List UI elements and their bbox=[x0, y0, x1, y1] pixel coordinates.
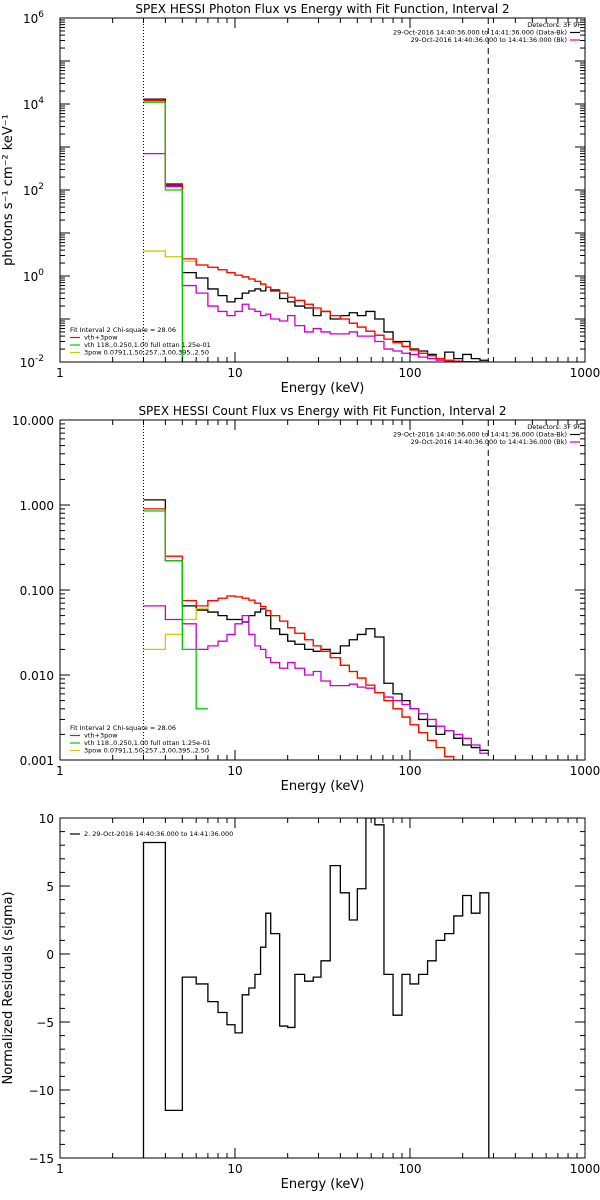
y-tick-label: 102 bbox=[23, 182, 44, 198]
x-tick-label: 100 bbox=[399, 1162, 422, 1176]
series-line-0 bbox=[143, 98, 489, 361]
y-tick-label: −15 bbox=[29, 1152, 54, 1166]
y-tick-base: 10 bbox=[20, 356, 35, 370]
series-line-0 bbox=[143, 499, 489, 751]
y-axis-ticks bbox=[60, 423, 585, 761]
x-tick-label: 1 bbox=[56, 764, 64, 778]
x-tick-label: 1000 bbox=[570, 366, 600, 380]
y-tick-base: 10 bbox=[23, 98, 38, 112]
y-tick-exponent: 0 bbox=[38, 268, 44, 278]
legend-text: vth+3pow bbox=[84, 334, 118, 342]
legend-top-left: 2. 29-Oct-2016 14:40:36.000 to 14:41:36.… bbox=[70, 830, 233, 838]
x-tick-label: 10 bbox=[227, 764, 242, 778]
series-group bbox=[143, 499, 489, 760]
y-tick-label: 10-2 bbox=[20, 354, 44, 370]
y-tick-label: −10 bbox=[29, 1084, 54, 1098]
legend-text: 3pow 0.0791,1.50,257.,3.00,395.,2.50 bbox=[84, 747, 209, 755]
y-tick-base: 10 bbox=[23, 184, 38, 198]
y-tick-label: −5 bbox=[36, 1016, 54, 1030]
y-tick-label: 5 bbox=[46, 880, 54, 894]
photon-flux-panel: SPEX HESSI Photon Flux vs Energy with Fi… bbox=[1, 2, 600, 396]
y-tick-label: 100 bbox=[23, 268, 44, 284]
y-tick-label: 10.000 bbox=[12, 414, 54, 428]
chart-title: SPEX HESSI Photon Flux vs Energy with Fi… bbox=[135, 2, 509, 16]
legend-text: Fit Interval 2 Chi-square = 28.06 bbox=[70, 724, 176, 732]
legend-text: vth 118.,0.250,1.00 full ottan 1.25e-01 bbox=[84, 341, 211, 349]
x-tick-label: 100 bbox=[399, 366, 422, 380]
count-flux-panel: SPEX HESSI Count Flux vs Energy with Fit… bbox=[12, 404, 600, 794]
legend-text: 3pow 0.0791,1.50,257.,3.00,395.,2.50 bbox=[84, 349, 209, 357]
plot-frame bbox=[59, 17, 586, 363]
series-line-1 bbox=[143, 605, 489, 754]
plot-frame bbox=[59, 817, 586, 1159]
x-tick-label: 1 bbox=[56, 1162, 64, 1176]
series-line-4 bbox=[143, 101, 208, 362]
y-tick-exponent: 4 bbox=[38, 96, 44, 106]
legend-text: 2. 29-Oct-2016 14:40:36.000 to 14:41:36.… bbox=[84, 830, 233, 838]
legend-bottom-left: Fit Interval 2 Chi-square = 28.06vth+3po… bbox=[70, 724, 211, 755]
x-tick-label: 10 bbox=[227, 366, 242, 380]
residuals-panel: 1 10 100 1000 Energy (keV) −15 −10 −5 0 5 10 Normal… bbox=[1, 812, 600, 1192]
series-group bbox=[142, 818, 490, 1158]
x-axis-ticks bbox=[59, 818, 578, 1158]
series-line-0 bbox=[142, 818, 490, 1158]
y-tick-label: 0 bbox=[46, 948, 54, 962]
series-line-2 bbox=[143, 595, 489, 760]
y-tick-label: 10 bbox=[39, 812, 54, 826]
chart-title: SPEX HESSI Count Flux vs Energy with Fit… bbox=[138, 404, 506, 418]
y-tick-exponent: 2 bbox=[38, 182, 44, 192]
x-tick-label: 100 bbox=[399, 764, 422, 778]
x-axis-label: Energy (keV) bbox=[281, 1177, 365, 1192]
x-tick-label: 1000 bbox=[570, 764, 600, 778]
y-axis-ticks bbox=[60, 19, 585, 363]
x-axis-label: Energy (keV) bbox=[281, 779, 365, 794]
legend-text: 29-Oct-2016 14:40:36.000 to 14:41:36.000… bbox=[411, 36, 567, 44]
y-tick-exponent: -2 bbox=[35, 354, 44, 364]
y-tick-base: 10 bbox=[23, 270, 38, 284]
y-axis-label: photons s⁻¹ cm⁻² keV⁻¹ bbox=[1, 114, 16, 266]
y-tick-label: 1.000 bbox=[20, 499, 54, 513]
y-tick-base: 10 bbox=[23, 12, 38, 26]
y-axis-ticks bbox=[60, 817, 585, 1159]
x-axis-ticks bbox=[59, 18, 578, 362]
legend-text: vth+3pow bbox=[84, 732, 118, 740]
x-axis-ticks bbox=[59, 420, 578, 760]
x-tick-label: 1 bbox=[56, 366, 64, 380]
legend-text: Detectors: 3F 9F bbox=[527, 21, 581, 29]
series-line-4 bbox=[143, 510, 208, 710]
plot-frame bbox=[59, 419, 586, 761]
y-axis-label: Normalized Residuals (sigma) bbox=[1, 891, 16, 1084]
x-axis-label: Energy (keV) bbox=[281, 381, 365, 396]
series-line-3 bbox=[143, 99, 489, 362]
y-tick-label: 0.001 bbox=[20, 754, 54, 768]
series-line-3 bbox=[143, 508, 489, 760]
x-tick-label: 10 bbox=[227, 1162, 242, 1176]
y-tick-label: 104 bbox=[23, 96, 44, 112]
series-line-1 bbox=[143, 153, 489, 362]
legend-text: 29-Oct-2016 14:40:36.000 to 14:41:36.000… bbox=[393, 431, 567, 439]
y-tick-label: 0.100 bbox=[20, 584, 54, 598]
legend-bottom-left: Fit Interval 2 Chi-square = 28.06vth+3po… bbox=[70, 326, 211, 357]
y-tick-label: 106 bbox=[23, 10, 44, 26]
legend-text: Fit Interval 2 Chi-square = 28.06 bbox=[70, 326, 176, 334]
x-tick-label: 1000 bbox=[570, 1162, 600, 1176]
legend-text: 29-Oct-2016 14:40:36.000 to 14:41:36.000… bbox=[411, 438, 567, 446]
y-tick-exponent: 6 bbox=[38, 10, 44, 20]
y-tick-label: 0.010 bbox=[20, 669, 54, 683]
series-group bbox=[143, 98, 489, 362]
legend-text: vth 118.,0.250,1.00 full ottan 1.25e-01 bbox=[84, 739, 211, 747]
legend-text: Detectors: 3F 9F bbox=[527, 423, 581, 431]
legend-text: 29-Oct-2016 14:40:36.000 to 14:41:36.000… bbox=[393, 29, 567, 37]
